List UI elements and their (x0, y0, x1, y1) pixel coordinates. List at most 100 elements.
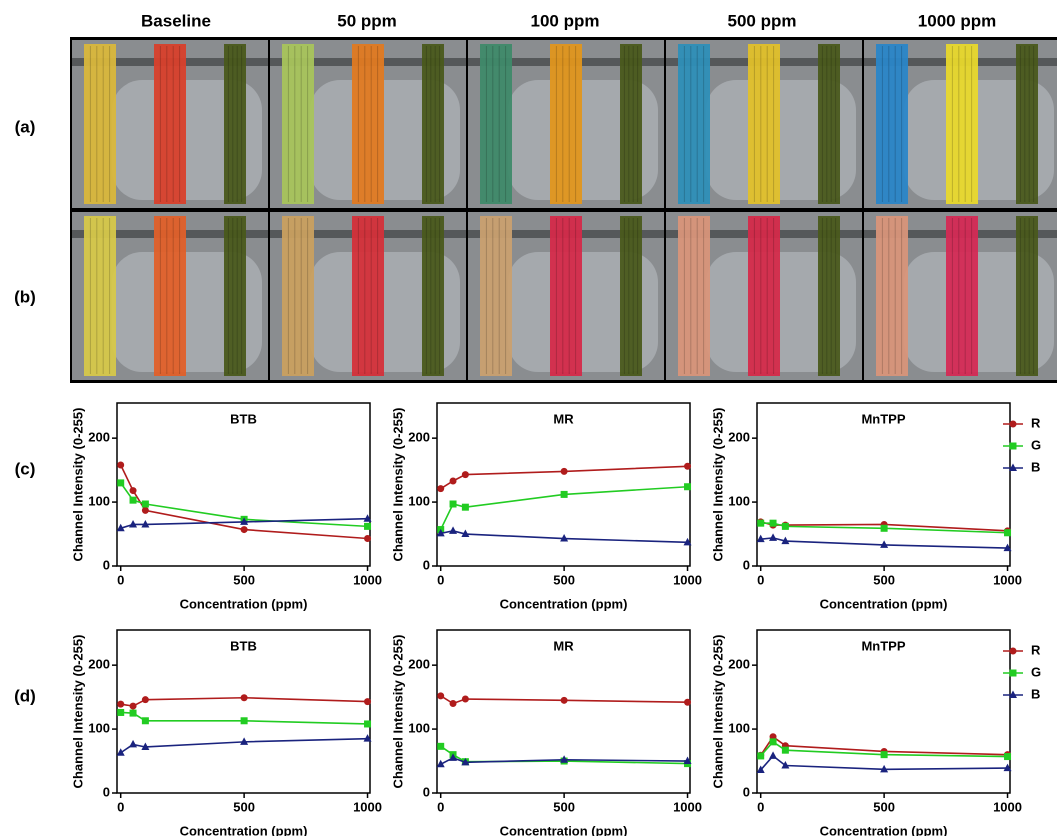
y-axis-label: Channel Intensity (0-255) (70, 635, 85, 789)
x-axis-label: Concentration (ppm) (500, 823, 628, 836)
y-tick-label: 100 (88, 721, 110, 736)
marker (437, 742, 445, 750)
yarn-strip (678, 216, 710, 376)
marker (129, 702, 137, 710)
x-tick-label: 0 (117, 799, 124, 814)
row-label: (a) (15, 117, 36, 136)
marker (1004, 753, 1012, 761)
marker (364, 522, 372, 530)
yarn-strip (422, 216, 444, 376)
y-tick-label: 100 (728, 494, 750, 509)
x-tick-label: 1000 (673, 799, 702, 814)
yarn-strip (352, 44, 384, 204)
chart-title: MnTPP (861, 638, 905, 653)
y-tick-label: 100 (728, 721, 750, 736)
marker (240, 526, 248, 534)
x-axis-label: Concentration (ppm) (180, 823, 308, 836)
marker (449, 477, 457, 485)
y-tick-label: 100 (408, 721, 430, 736)
y-axis-label: Channel Intensity (0-255) (390, 408, 405, 562)
x-tick-label: 1000 (353, 572, 382, 587)
marker (1009, 442, 1017, 450)
yarn-strip (422, 44, 444, 204)
marker (1009, 420, 1017, 428)
x-tick-label: 0 (757, 572, 764, 587)
y-axis-label: Channel Intensity (0-255) (70, 408, 85, 562)
marker (769, 533, 778, 541)
x-tick-label: 500 (233, 572, 255, 587)
x-tick-label: 500 (553, 799, 575, 814)
y-tick-label: 200 (88, 430, 110, 445)
marker (1003, 763, 1012, 772)
chart-title: BTB (230, 638, 257, 653)
y-tick-label: 0 (103, 784, 110, 799)
marker (1009, 669, 1017, 677)
yarn-strip (876, 44, 908, 204)
marker (1003, 543, 1012, 552)
marker (129, 709, 137, 717)
y-tick-label: 100 (88, 494, 110, 509)
marker (781, 746, 789, 754)
marker (1009, 647, 1017, 655)
marker (437, 485, 445, 493)
x-axis-label: Concentration (ppm) (820, 823, 948, 836)
yarn-strip (620, 216, 642, 376)
marker (116, 523, 125, 532)
yarn-strip (818, 216, 840, 376)
row-label: (c) (15, 459, 36, 478)
y-axis-label: Channel Intensity (0-255) (710, 635, 725, 789)
y-tick-label: 200 (88, 657, 110, 672)
x-tick-label: 0 (437, 572, 444, 587)
marker (461, 471, 469, 479)
marker (116, 748, 125, 756)
marker (683, 537, 692, 546)
yarn-strip (876, 216, 908, 376)
x-tick-label: 500 (873, 799, 895, 814)
marker (141, 500, 149, 508)
yarn-strip (480, 44, 512, 204)
marker (684, 483, 692, 491)
column-header: 100 ppm (531, 11, 600, 30)
column-header: Baseline (141, 11, 211, 30)
marker (461, 529, 470, 538)
marker (129, 519, 138, 528)
legend-label: B (1031, 686, 1040, 701)
yarn-strip (84, 216, 116, 376)
marker (363, 734, 372, 742)
chart-title: MnTPP (861, 411, 905, 426)
legend-label: G (1031, 437, 1041, 452)
plot-frame (116, 629, 371, 794)
x-tick-label: 500 (553, 572, 575, 587)
yarn-strip (154, 216, 186, 376)
yarn-strip (282, 216, 314, 376)
marker (437, 692, 445, 700)
yarn-strip (224, 44, 246, 204)
marker (240, 694, 248, 702)
marker (781, 536, 790, 545)
yarn-strip (282, 44, 314, 204)
y-tick-label: 0 (743, 784, 750, 799)
marker (560, 755, 569, 763)
marker (436, 759, 445, 768)
chart-title: BTB (230, 411, 257, 426)
marker (781, 522, 789, 530)
marker (240, 717, 248, 725)
y-tick-label: 200 (408, 657, 430, 672)
marker (880, 524, 888, 532)
marker (1009, 690, 1017, 698)
plot-frame (436, 629, 691, 794)
marker (461, 757, 470, 766)
yarn-strip (748, 44, 780, 204)
x-tick-label: 1000 (993, 799, 1022, 814)
marker (560, 534, 569, 542)
marker (560, 696, 568, 704)
yarn-strip (550, 216, 582, 376)
marker (141, 519, 150, 528)
marker (436, 528, 445, 537)
yarn-strip (154, 44, 186, 204)
y-tick-label: 100 (408, 494, 430, 509)
marker (141, 717, 149, 725)
marker (129, 739, 138, 748)
marker (117, 479, 125, 487)
marker (684, 698, 692, 706)
